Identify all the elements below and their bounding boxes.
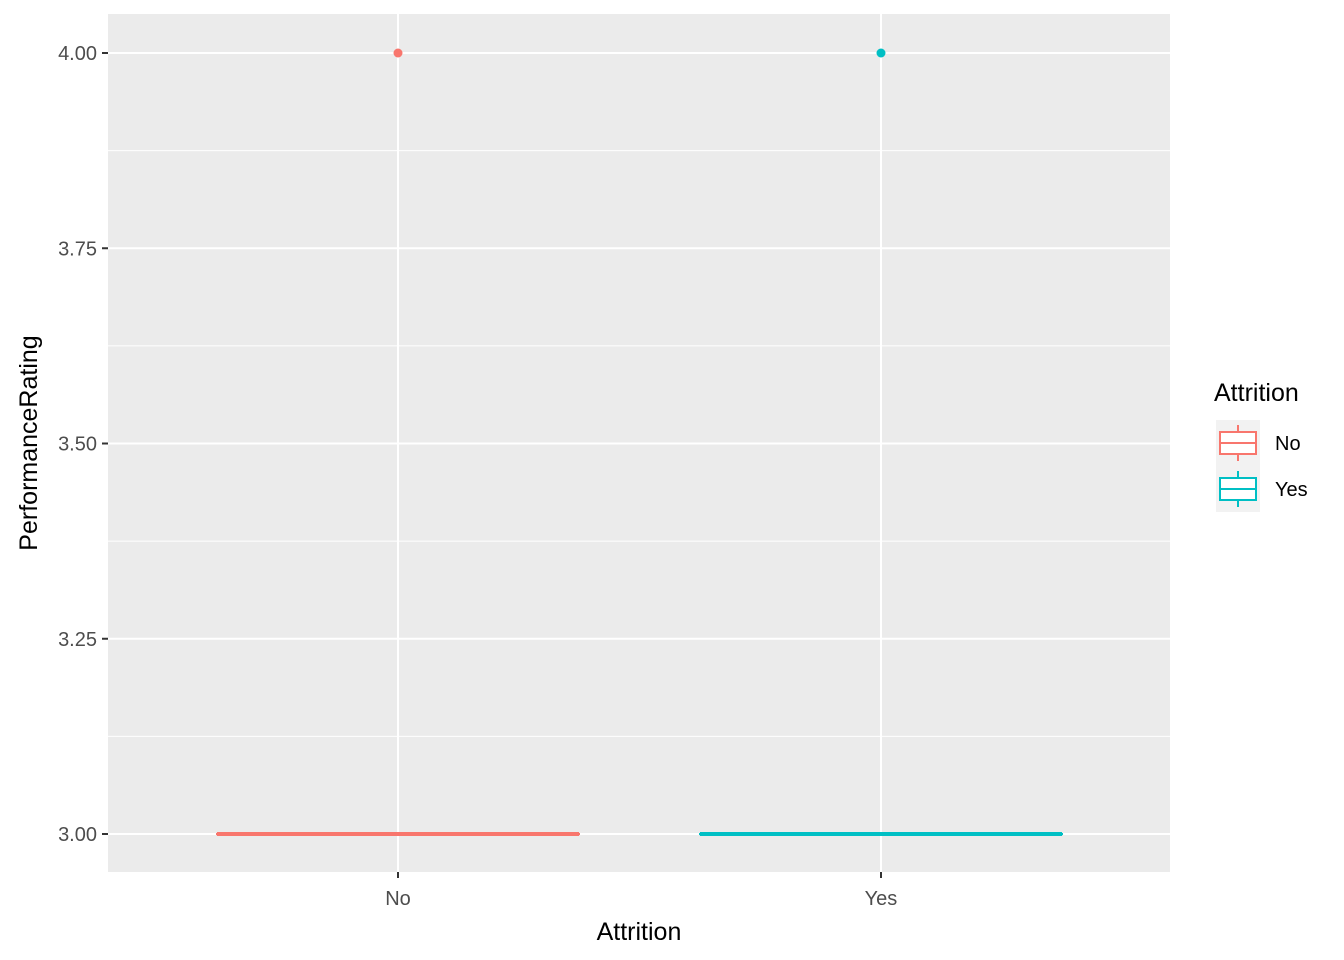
y-axis-title: PerformanceRating: [15, 335, 43, 550]
x-tick-label: Yes: [865, 888, 898, 910]
outlier-point-yes: [876, 48, 886, 58]
y-tick-label: 4.00: [58, 43, 97, 65]
minor-gridlines: [108, 150, 1170, 737]
x-axis-title: Attrition: [597, 918, 682, 946]
outlier-point-no: [393, 48, 403, 58]
x-axis-ticks: No Yes: [385, 872, 897, 910]
legend-title: Attrition: [1214, 379, 1299, 407]
major-gridlines: [108, 14, 1170, 872]
y-tick-label: 3.75: [58, 238, 97, 260]
x-tick-label: No: [385, 888, 411, 910]
y-tick-label: 3.50: [58, 434, 97, 456]
legend: Attrition No Yes: [1214, 379, 1308, 512]
legend-label: No: [1275, 433, 1301, 455]
y-tick-label: 3.00: [58, 824, 97, 846]
y-axis-ticks: 3.00 3.25 3.50 3.75 4.00: [58, 43, 108, 846]
outlier-points: [393, 48, 886, 58]
legend-label: Yes: [1275, 479, 1308, 501]
y-tick-label: 3.25: [58, 629, 97, 651]
